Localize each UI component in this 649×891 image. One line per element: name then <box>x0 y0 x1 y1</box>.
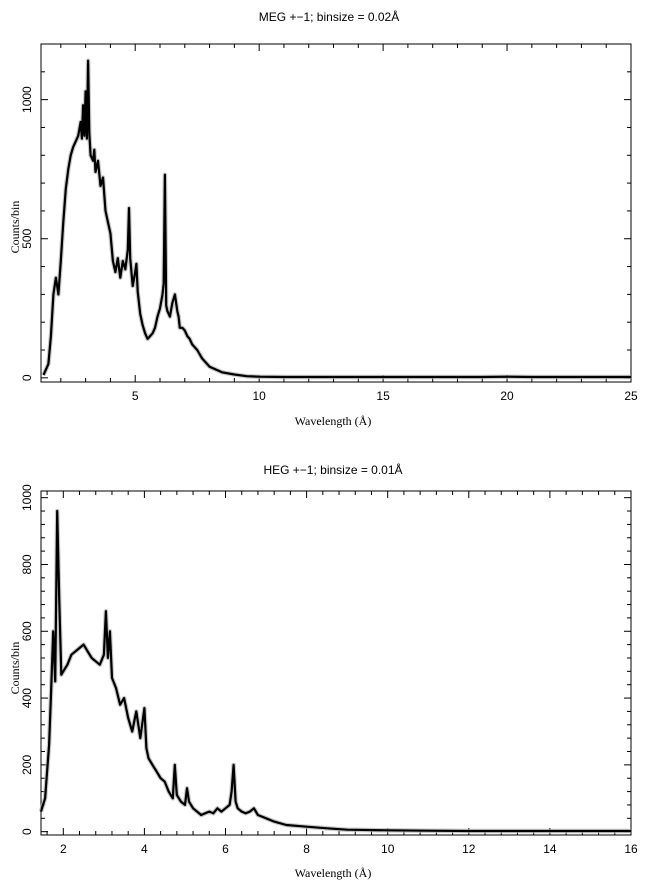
heg-title: HEG +−1; binsize = 0.01Å <box>263 462 402 477</box>
meg-panel: MEG +−1; binsize = 0.02Å 5 10 15 20 25 0 500 10… <box>8 9 638 428</box>
meg-x-axis-label: Wavelength (Å) <box>295 414 372 428</box>
meg-y-tick-label: 0 <box>20 374 34 381</box>
heg-error-band <box>38 508 631 834</box>
heg-x-tick-label: 2 <box>60 842 67 856</box>
meg-x-tick-label: 15 <box>376 389 390 403</box>
meg-plot-frame <box>40 43 632 383</box>
meg-x-tick-label: 25 <box>624 389 638 403</box>
heg-x-tick-label: 10 <box>381 842 395 856</box>
heg-y-tick-label: 1000 <box>20 484 34 511</box>
meg-x-tick-label: 10 <box>252 389 266 403</box>
heg-x-tick-label: 8 <box>303 842 310 856</box>
heg-x-tick-label: 16 <box>624 842 638 856</box>
heg-x-tick-label: 4 <box>141 842 148 856</box>
heg-panel: HEG +−1; binsize = 0.01Å 2 4 6 8 10 12 14 16 0 20… <box>8 462 638 880</box>
heg-y-tick-label: 800 <box>20 554 34 574</box>
meg-x-tick-label: 20 <box>500 389 514 403</box>
meg-spectrum-line <box>42 59 631 379</box>
heg-spectrum-line <box>39 509 631 833</box>
heg-plot-frame <box>40 490 632 836</box>
heg-y-tick-label: 200 <box>20 755 34 775</box>
heg-y-tick-label: 400 <box>20 688 34 708</box>
heg-y-tick-label: 0 <box>20 828 34 835</box>
heg-x-tick-label: 6 <box>222 842 229 856</box>
meg-error-band <box>41 58 631 380</box>
heg-y-tick-label: 600 <box>20 621 34 641</box>
meg-y-tick-label: 500 <box>20 228 34 248</box>
heg-x-axis-label: Wavelength (Å) <box>295 866 372 880</box>
meg-y-tick-label: 1000 <box>20 86 34 113</box>
meg-ticks: 5 10 15 20 25 0 500 1000 <box>20 43 638 403</box>
heg-x-tick-label: 14 <box>543 842 557 856</box>
meg-y-axis-label: Counts/bin <box>8 201 22 254</box>
heg-x-tick-label: 12 <box>462 842 476 856</box>
meg-x-tick-label: 5 <box>132 389 139 403</box>
meg-title: MEG +−1; binsize = 0.02Å <box>259 9 399 24</box>
heg-y-axis-label: Counts/bin <box>8 642 22 695</box>
